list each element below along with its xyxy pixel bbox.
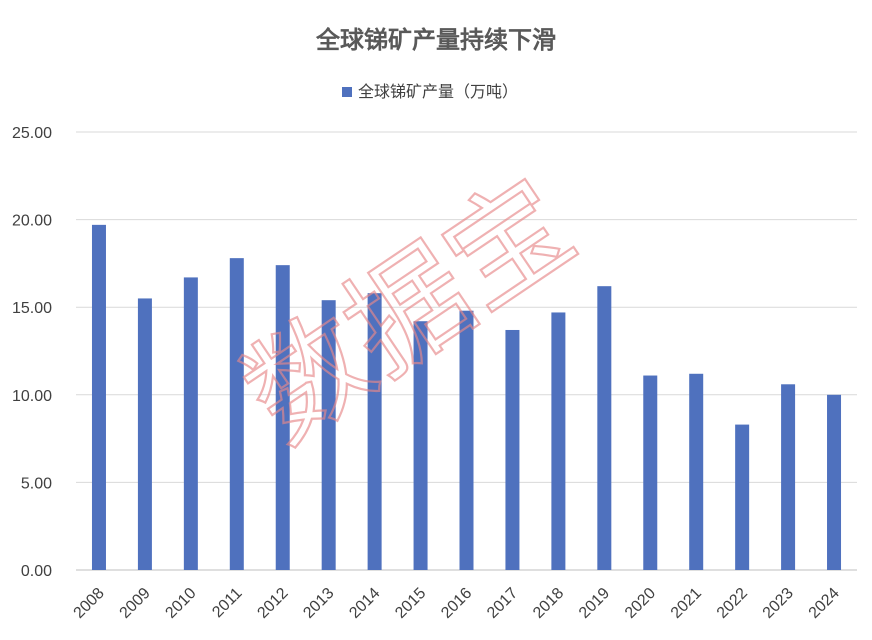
y-tick-label: 0.00 xyxy=(21,563,52,580)
bar-2020 xyxy=(643,375,658,570)
x-tick-label: 2011 xyxy=(209,585,245,621)
bar-2017 xyxy=(505,329,520,570)
y-axis-tick-labels: 0.00 5.00 10.00 15.00 20.00 25.00 xyxy=(12,125,52,580)
x-tick-label: 2021 xyxy=(668,585,705,622)
bar-2014 xyxy=(367,293,382,570)
bar-2024 xyxy=(827,394,842,570)
chart-title: 全球锑矿产量持续下滑 xyxy=(315,26,556,54)
x-tick-label: 2017 xyxy=(484,585,521,622)
x-tick-label: 2013 xyxy=(300,585,337,622)
bar-2022 xyxy=(735,424,750,570)
bar-2023 xyxy=(781,384,796,570)
bar-2013 xyxy=(321,300,336,570)
x-tick-label: 2024 xyxy=(806,585,843,622)
x-tick-label: 2020 xyxy=(622,585,659,622)
bar-2012 xyxy=(275,265,290,570)
legend-swatch xyxy=(342,87,352,97)
x-tick-label: 2022 xyxy=(714,585,751,622)
bars xyxy=(91,224,842,570)
x-tick-label: 2008 xyxy=(71,585,108,622)
legend: 全球锑矿产量（万吨） xyxy=(342,82,518,101)
x-tick-label: 2018 xyxy=(530,585,567,622)
legend-label: 全球锑矿产量（万吨） xyxy=(358,82,518,101)
bar-2010 xyxy=(183,277,198,570)
x-tick-label: 2009 xyxy=(117,585,154,622)
x-tick-label: 2019 xyxy=(576,585,613,622)
bar-2016 xyxy=(459,310,474,570)
y-tick-label: 5.00 xyxy=(21,475,52,492)
bar-2018 xyxy=(551,312,566,570)
bar-2009 xyxy=(137,298,152,570)
bar-2019 xyxy=(597,286,612,570)
x-tick-label: 2014 xyxy=(346,585,383,622)
x-axis-tick-labels: 2008 2009 2010 2011 2012 2013 2014 2015 2016 2017… xyxy=(71,585,843,622)
x-tick-label: 2010 xyxy=(162,585,199,622)
bar-2008 xyxy=(91,224,106,570)
bar-2011 xyxy=(229,258,244,570)
y-tick-label: 20.00 xyxy=(12,213,52,230)
y-tick-label: 15.00 xyxy=(12,300,52,317)
y-tick-label: 10.00 xyxy=(12,388,52,405)
x-tick-label: 2015 xyxy=(392,585,429,622)
x-tick-label: 2012 xyxy=(254,585,291,622)
bar-2015 xyxy=(413,321,428,570)
x-tick-label: 2023 xyxy=(760,585,797,622)
bar-2021 xyxy=(689,373,704,570)
y-tick-label: 25.00 xyxy=(12,125,52,142)
x-tick-label: 2016 xyxy=(438,585,475,622)
